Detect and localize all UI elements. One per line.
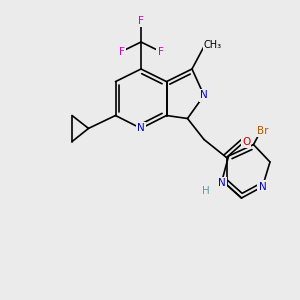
- Text: F: F: [158, 46, 164, 57]
- Text: N: N: [259, 182, 266, 192]
- Text: N: N: [137, 123, 145, 134]
- Text: N: N: [200, 90, 208, 100]
- Text: CH₃: CH₃: [204, 40, 222, 50]
- Text: F: F: [138, 16, 144, 26]
- Text: F: F: [118, 46, 124, 57]
- Text: N: N: [218, 178, 226, 188]
- Text: H: H: [202, 185, 209, 196]
- Text: Br: Br: [257, 125, 268, 136]
- Text: O: O: [242, 136, 250, 147]
